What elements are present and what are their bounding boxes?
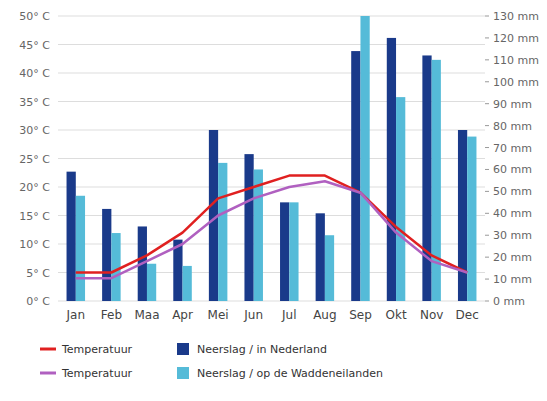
y2-tick — [485, 279, 489, 280]
x-tick-label: Okt — [385, 308, 406, 322]
grid-line — [58, 101, 485, 102]
x-tick-label: Jul — [281, 308, 296, 322]
grid-line — [58, 244, 485, 245]
y2-tick-label: 50 mm — [493, 185, 532, 198]
x-tick-label: Jan — [66, 308, 86, 322]
grid-line — [58, 187, 485, 188]
legend-swatch — [177, 343, 189, 355]
y2-tick — [485, 301, 489, 302]
bar — [396, 97, 405, 301]
y2-tick — [485, 103, 489, 104]
legend-label: Temperatuur — [61, 343, 133, 356]
y-tick-label: 0° C — [26, 295, 50, 308]
y2-tick-label: 10 mm — [493, 273, 532, 286]
legend-label: Neerslag / in Nederland — [197, 343, 327, 356]
legend-swatch — [40, 348, 56, 351]
x-tick-label: Maa — [134, 308, 159, 322]
y2-tick-label: 120 mm — [493, 32, 539, 45]
x-tick-label: Mei — [208, 308, 229, 322]
y2-tick — [485, 257, 489, 258]
bar — [289, 202, 298, 301]
x-tick-label: Aug — [313, 308, 336, 322]
x-tick-label: Sep — [349, 308, 372, 322]
y2-tick-label: 110 mm — [493, 54, 539, 67]
y2-tick-label: 100 mm — [493, 76, 539, 89]
y2-tick — [485, 169, 489, 170]
legend-swatch — [40, 372, 56, 375]
bar — [102, 209, 111, 301]
x-tick-label: Dec — [456, 308, 479, 322]
y2-tick — [485, 213, 489, 214]
y-tick-label: 20° C — [19, 181, 50, 194]
y-tick-label: 50° C — [19, 10, 50, 23]
y2-tick-label: 70 mm — [493, 142, 532, 155]
y2-tick-label: 90 mm — [493, 98, 532, 111]
marks — [67, 16, 477, 301]
bar — [183, 266, 192, 301]
legend-swatch — [177, 367, 189, 379]
y-tick-label: 5° C — [26, 267, 50, 280]
y-tick-label: 45° C — [19, 39, 50, 52]
y-tick-label: 35° C — [19, 96, 50, 109]
bar — [422, 55, 431, 301]
bar — [387, 38, 396, 301]
grid-line — [58, 44, 485, 45]
y2-tick — [485, 16, 489, 17]
y2-tick — [485, 235, 489, 236]
line — [76, 176, 467, 273]
legend-label: Neerslag / op de Waddeneilanden — [197, 367, 383, 380]
grid-line — [58, 130, 485, 131]
y-tick-label: 25° C — [19, 153, 50, 166]
grid-line — [58, 158, 485, 159]
y2-tick-label: 0 mm — [493, 295, 525, 308]
y2-tick — [485, 125, 489, 126]
bar — [458, 130, 467, 301]
y2-tick — [485, 191, 489, 192]
y2-tick-label: 20 mm — [493, 251, 532, 264]
y2-tick-label: 30 mm — [493, 229, 532, 242]
y2-tick — [485, 81, 489, 82]
x-tick-label: Feb — [101, 308, 122, 322]
y-tick-label: 40° C — [19, 67, 50, 80]
y-tick-label: 10° C — [19, 238, 50, 251]
bar — [351, 51, 360, 301]
grid-line — [58, 301, 485, 302]
y2-tick-label: 60 mm — [493, 163, 532, 176]
bar — [147, 264, 156, 301]
line — [76, 181, 467, 278]
y2-tick-label: 80 mm — [493, 120, 532, 133]
bar — [325, 235, 334, 301]
x-tick-label: Jun — [243, 308, 263, 322]
grid-line — [58, 16, 485, 17]
legend: Temperatuur Neerslag / in Nederland Temper… — [40, 343, 383, 380]
bar — [218, 163, 227, 301]
bar — [111, 233, 120, 301]
chart: 0° C 5° C 10° C 15° C 20° C 25° C 30° C 35° C 40… — [0, 0, 547, 401]
axes: 0° C 5° C 10° C 15° C 20° C 25° C 30° C 35° C 40… — [19, 10, 539, 322]
bar — [244, 154, 253, 301]
bar — [360, 16, 369, 301]
bar — [67, 172, 76, 301]
grid-line — [58, 73, 485, 74]
bar — [467, 137, 476, 301]
y-tick-label: 15° C — [19, 210, 50, 223]
y2-tick — [485, 59, 489, 60]
y2-tick — [485, 37, 489, 38]
legend-label: Temperatuur — [61, 367, 133, 380]
bar — [280, 202, 289, 301]
x-tick-label: Nov — [420, 308, 443, 322]
x-tick-label: Apr — [172, 308, 193, 322]
y2-tick — [485, 147, 489, 148]
bar — [76, 196, 85, 301]
grid-line — [58, 215, 485, 216]
bar — [316, 213, 325, 301]
y2-tick-label: 130 mm — [493, 10, 539, 23]
y2-tick-label: 40 mm — [493, 207, 532, 220]
y-tick-label: 30° C — [19, 124, 50, 137]
bar — [254, 169, 263, 301]
